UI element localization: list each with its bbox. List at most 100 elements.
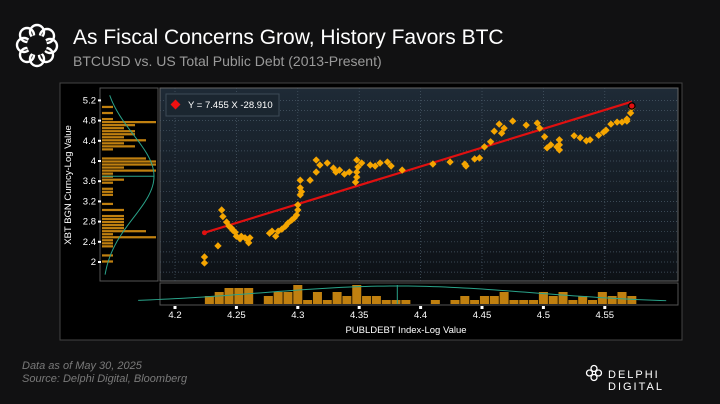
x-histogram-bar bbox=[322, 300, 332, 304]
y-histogram-bar bbox=[102, 187, 113, 190]
x-histogram-bar bbox=[352, 285, 362, 304]
y-histogram-bar bbox=[102, 105, 113, 109]
data-point bbox=[536, 124, 544, 132]
y-tick-label: 2.4 bbox=[83, 237, 96, 248]
data-point bbox=[429, 160, 437, 168]
y-histogram-bar bbox=[102, 214, 124, 218]
x-tick-mark bbox=[234, 306, 238, 309]
y-histogram-bar bbox=[102, 193, 113, 196]
data-point bbox=[626, 109, 635, 117]
data-point bbox=[292, 211, 301, 219]
x-histogram-bar bbox=[224, 288, 234, 304]
x-histogram-bar bbox=[499, 292, 509, 304]
x-tick-label: 4.2 bbox=[168, 310, 181, 321]
y-histogram-bar bbox=[102, 190, 113, 193]
x-tick-mark bbox=[480, 306, 484, 309]
data-point bbox=[312, 156, 320, 164]
x-histogram-bar bbox=[509, 300, 519, 304]
y-histogram-bar bbox=[102, 236, 156, 239]
y-histogram-bar bbox=[102, 136, 124, 139]
y-histogram-bar bbox=[102, 239, 113, 242]
data-point bbox=[323, 159, 331, 167]
y-histogram-bar bbox=[102, 139, 146, 142]
legend-marker bbox=[170, 99, 181, 110]
x-tick-label: 4.4 bbox=[414, 310, 427, 321]
y-histogram-bar bbox=[102, 133, 135, 136]
y-histogram-bar bbox=[102, 166, 124, 169]
x-normal-curve bbox=[138, 285, 667, 302]
x-histogram-bar bbox=[303, 300, 313, 304]
y-tick-mark bbox=[98, 200, 101, 203]
x-histogram-bar bbox=[332, 292, 342, 304]
y-tick-mark bbox=[98, 99, 101, 102]
x-histogram-bar bbox=[430, 300, 440, 304]
data-point bbox=[245, 239, 253, 247]
y-histogram-bar bbox=[102, 233, 113, 236]
x-histogram-bar bbox=[273, 292, 283, 304]
data-point bbox=[357, 159, 366, 167]
y-histogram-bar bbox=[102, 181, 113, 184]
y-tick-label: 4.4 bbox=[83, 136, 96, 147]
data-point bbox=[268, 227, 276, 235]
y-tick-label: 5.2 bbox=[83, 95, 96, 106]
data-point bbox=[200, 253, 209, 261]
data-point bbox=[462, 162, 470, 170]
y-histogram-bar bbox=[102, 245, 113, 248]
x-axis-label: PUBLDEBT Index-Log Value bbox=[345, 325, 466, 336]
data-point bbox=[312, 168, 320, 176]
y-tick-mark bbox=[98, 180, 101, 183]
y-histogram-bar bbox=[102, 130, 135, 133]
x-tick-label: 4.55 bbox=[596, 310, 615, 321]
x-tick-label: 4.35 bbox=[350, 310, 369, 321]
y-histogram-bar bbox=[102, 121, 156, 124]
data-point bbox=[586, 136, 594, 144]
y-tick-mark bbox=[98, 240, 101, 243]
legend: Y = 7.455 X -28.910 bbox=[165, 93, 280, 117]
y-tick-mark bbox=[98, 139, 101, 142]
y-histogram-bar bbox=[102, 145, 135, 148]
x-tick-mark bbox=[357, 306, 361, 309]
left-histogram-area bbox=[99, 87, 159, 282]
x-histogram-bar bbox=[627, 296, 637, 304]
y-histogram-bar bbox=[102, 260, 113, 263]
x-histogram-bar bbox=[244, 288, 254, 304]
x-tick-label: 4.3 bbox=[291, 310, 304, 321]
y-tick-mark bbox=[98, 119, 101, 122]
x-histogram-bar bbox=[342, 296, 352, 304]
x-tick-mark bbox=[296, 306, 300, 309]
x-histogram-bar bbox=[362, 296, 372, 304]
data-point bbox=[555, 136, 564, 144]
data-point bbox=[500, 124, 508, 132]
source-note: Source: Delphi Digital, Bloomberg bbox=[22, 373, 188, 385]
data-point bbox=[576, 134, 584, 142]
y-histogram-bar bbox=[102, 127, 124, 130]
data-point bbox=[480, 143, 489, 151]
y-histogram-bar bbox=[102, 111, 113, 115]
x-tick-mark bbox=[541, 306, 545, 309]
x-histogram-bar bbox=[558, 292, 568, 304]
y-histogram-bar bbox=[102, 142, 124, 145]
data-point bbox=[533, 119, 541, 127]
x-histogram-bar bbox=[312, 292, 322, 304]
x-histogram-bar bbox=[470, 300, 480, 304]
x-histogram-bar bbox=[293, 285, 303, 304]
x-histogram-bar bbox=[548, 296, 558, 304]
data-point bbox=[351, 178, 360, 186]
x-histogram-bar bbox=[578, 296, 588, 304]
data-point bbox=[497, 129, 506, 137]
y-histogram-bar bbox=[102, 208, 124, 212]
x-histogram-bar bbox=[371, 296, 381, 304]
y-histogram-bar bbox=[102, 160, 156, 163]
latest-data-point bbox=[628, 102, 636, 110]
y-tick-label: 4 bbox=[91, 156, 96, 167]
data-point bbox=[522, 121, 530, 129]
x-histogram-bar bbox=[568, 300, 578, 304]
x-tick-label: 4.45 bbox=[473, 310, 492, 321]
x-tick-label: 4.25 bbox=[227, 310, 246, 321]
y-tick-label: 2.8 bbox=[83, 217, 96, 228]
y-tick-label: 3.2 bbox=[83, 196, 96, 207]
y-histogram-bar bbox=[102, 242, 113, 245]
x-tick-mark bbox=[419, 306, 423, 309]
y-histogram-bar bbox=[102, 148, 113, 151]
y-tick-label: 3.6 bbox=[83, 176, 96, 187]
